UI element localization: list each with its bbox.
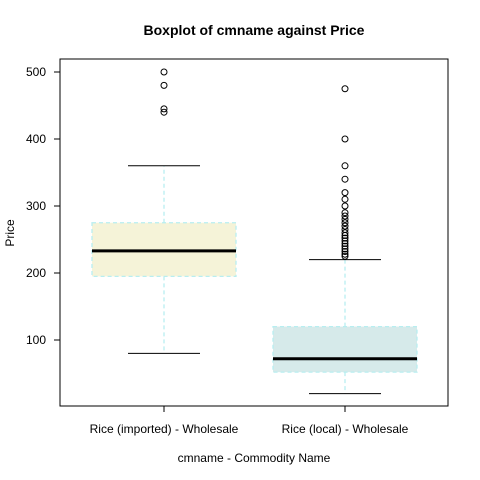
x-tick-label-1: Rice (local) - Wholesale: [282, 422, 409, 436]
outlier-0-0: [160, 108, 168, 116]
outlier-1-20: [341, 162, 349, 170]
x-tick-label-0: Rice (imported) - Wholesale: [90, 422, 239, 436]
y-tick-label-3: 400: [26, 132, 46, 146]
box-group-0: [91, 68, 237, 354]
outlier-1-11: [341, 222, 349, 230]
y-axis: 100 200 300 400 500: [26, 59, 61, 406]
outlier-1-0: [341, 252, 349, 260]
outlier-1-22: [341, 85, 349, 93]
box-1: [272, 325, 418, 373]
outlier-1-2: [341, 248, 349, 256]
outlier-1-6: [341, 237, 349, 245]
outlier-1-10: [341, 225, 349, 233]
outlier-1-3: [341, 245, 349, 253]
outlier-1-19: [341, 175, 349, 183]
outlier-1-14: [341, 212, 349, 220]
outlier-1-18: [341, 189, 349, 197]
outlier-1-1: [341, 250, 349, 258]
outlier-1-5: [341, 240, 349, 248]
x-axis: Rice (imported) - Wholesale Rice (local) …: [90, 406, 409, 436]
outlier-1-9: [341, 229, 349, 237]
y-tick-label-1: 200: [26, 266, 46, 280]
chart-title: Boxplot of cmname against Price: [144, 22, 365, 38]
outlier-1-4: [341, 242, 349, 250]
outlier-1-12: [341, 219, 349, 227]
x-axis-label: cmname - Commodity Name: [178, 451, 331, 465]
outlier-1-13: [341, 215, 349, 223]
box-group-1: [272, 85, 418, 395]
outlier-0-2: [160, 81, 168, 89]
outlier-0-3: [160, 68, 168, 76]
y-tick-label-2: 300: [26, 199, 46, 213]
outlier-1-17: [341, 195, 349, 203]
outlier-1-16: [341, 202, 349, 210]
y-axis-label: Price: [3, 219, 17, 247]
outlier-0-1: [160, 105, 168, 113]
y-tick-label-4: 500: [26, 65, 46, 79]
boxes: [91, 68, 418, 395]
outlier-1-7: [341, 234, 349, 242]
outlier-1-21: [341, 135, 349, 143]
y-tick-label-0: 100: [26, 333, 46, 347]
outlier-1-15: [341, 209, 349, 217]
